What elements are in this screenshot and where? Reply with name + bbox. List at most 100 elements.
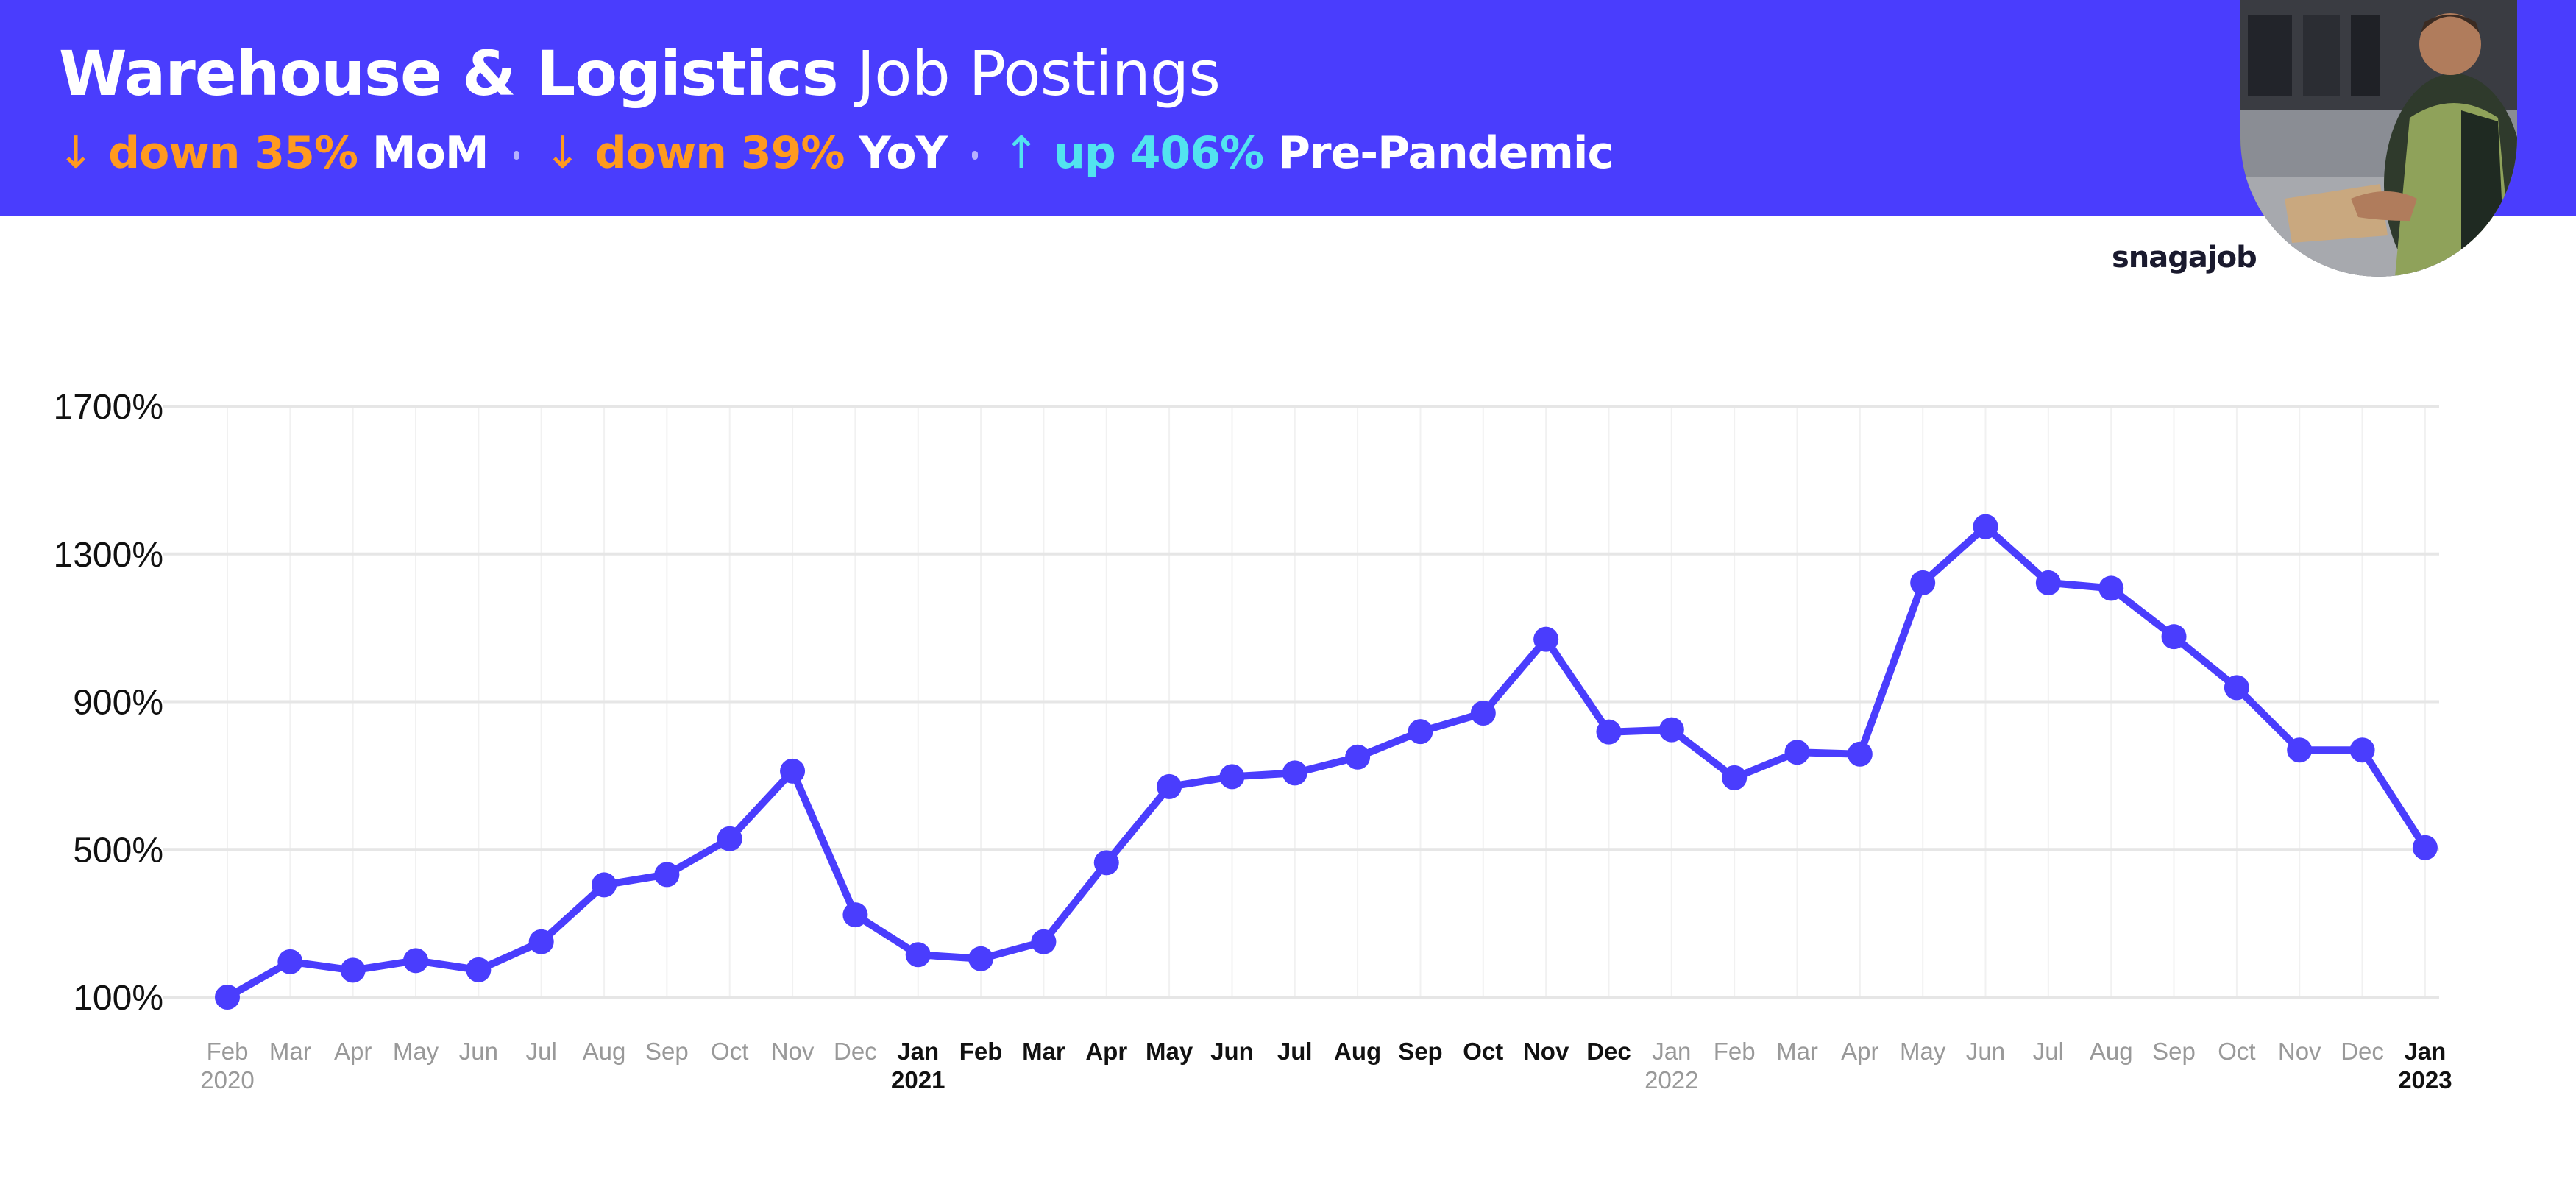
separator-dot xyxy=(513,151,519,160)
separator-dot xyxy=(972,151,979,160)
data-point xyxy=(1910,570,1936,595)
x-tick-label: Apr xyxy=(1841,1038,1878,1065)
x-tick-label: Nov xyxy=(2278,1038,2321,1065)
x-tick-label: Mar xyxy=(1022,1038,1065,1065)
header-banner: Warehouse & Logistics Job Postings ↓ dow… xyxy=(0,0,2576,216)
x-tick-label: Sep xyxy=(2152,1038,2196,1065)
worker-photo xyxy=(2240,0,2517,277)
data-point xyxy=(1973,514,1998,539)
data-point xyxy=(1784,740,1810,765)
data-point xyxy=(780,758,806,784)
x-year-label: 2023 xyxy=(2398,1066,2452,1094)
data-point xyxy=(215,985,240,1010)
data-point xyxy=(968,946,994,971)
data-point xyxy=(1093,850,1119,876)
x-tick-label: Dec xyxy=(2341,1038,2384,1065)
data-point xyxy=(2035,570,2061,595)
x-tick-label: Apr xyxy=(1085,1038,1127,1065)
stat-mom: ↓ down 35% xyxy=(57,127,358,179)
x-tick-label: Jun xyxy=(459,1038,498,1065)
data-point xyxy=(1282,760,1307,786)
x-tick-label: Aug xyxy=(2090,1038,2133,1065)
x-tick-label: Jan xyxy=(2404,1038,2446,1065)
x-tick-label: Aug xyxy=(1334,1038,1381,1065)
x-tick-label: Oct xyxy=(1463,1038,1503,1065)
up-arrow-icon: ↑ xyxy=(1003,127,1040,179)
title-bold: Warehouse & Logistics xyxy=(59,38,839,110)
data-point xyxy=(2287,737,2313,763)
x-tick-label: Mar xyxy=(1776,1038,1818,1065)
data-point xyxy=(1596,719,1622,745)
data-point xyxy=(1157,773,1182,799)
page-title: Warehouse & Logistics Job Postings xyxy=(59,37,1221,110)
data-point xyxy=(528,929,554,954)
y-tick-label: 1700% xyxy=(54,388,163,427)
x-tick-label: Nov xyxy=(1523,1038,1569,1065)
data-point xyxy=(905,942,931,968)
data-point xyxy=(403,948,429,974)
data-point xyxy=(2224,675,2249,701)
x-tick-label: Jul xyxy=(1277,1038,1313,1065)
data-point xyxy=(1847,741,1873,767)
stats-line: ↓ down 35% MoM ↓ down 39% YoY ↑ up 406% Pr… xyxy=(57,124,1614,183)
data-point xyxy=(842,902,868,928)
x-year-label: 2020 xyxy=(200,1066,254,1094)
data-point xyxy=(1408,719,1433,745)
data-point xyxy=(1722,765,1748,790)
data-point xyxy=(717,826,742,851)
x-tick-label: May xyxy=(1146,1038,1193,1065)
data-point xyxy=(1533,626,1559,652)
data-point xyxy=(2161,624,2187,650)
stat-mom-label: down 35% xyxy=(108,127,358,179)
stat-prepandemic: ↑ up 406% xyxy=(1003,127,1264,179)
x-year-label: 2021 xyxy=(891,1066,945,1094)
data-point xyxy=(592,872,617,898)
stat-yoy-suffix: YoY xyxy=(859,127,948,179)
x-tick-label: Jul xyxy=(526,1038,557,1065)
y-tick-label: 900% xyxy=(73,684,163,723)
x-tick-label: Feb xyxy=(207,1038,249,1065)
x-tick-label: Oct xyxy=(711,1038,748,1065)
x-tick-label: Sep xyxy=(645,1038,689,1065)
x-tick-label: Feb xyxy=(1714,1038,1756,1065)
x-tick-label: Oct xyxy=(2218,1038,2255,1065)
y-tick-label: 100% xyxy=(73,979,163,1018)
data-point xyxy=(1658,717,1684,743)
x-tick-label: Jan xyxy=(1652,1038,1691,1065)
data-point xyxy=(1345,744,1371,770)
down-arrow-icon: ↓ xyxy=(57,127,94,179)
data-point xyxy=(654,862,680,888)
x-tick-label: Dec xyxy=(1586,1038,1631,1065)
x-year-label: 2022 xyxy=(1644,1066,1698,1094)
y-tick-label: 1300% xyxy=(54,536,163,575)
x-tick-label: Jun xyxy=(1966,1038,2005,1065)
x-tick-label: Dec xyxy=(834,1038,877,1065)
stat-mom-suffix: MoM xyxy=(372,127,489,179)
data-point xyxy=(466,957,492,982)
data-point xyxy=(1470,701,1496,726)
down-arrow-icon: ↓ xyxy=(544,127,581,179)
x-tick-label: Jun xyxy=(1210,1038,1254,1065)
x-tick-label: Sep xyxy=(1398,1038,1443,1065)
data-point xyxy=(2098,575,2124,601)
data-point xyxy=(340,957,366,983)
data-point xyxy=(277,949,303,974)
stat-yoy: ↓ down 39% xyxy=(544,127,845,179)
title-rest: Job Postings xyxy=(837,38,1221,110)
x-tick-label: May xyxy=(1900,1038,1946,1065)
stat-prepandemic-suffix: Pre-Pandemic xyxy=(1278,127,1614,179)
x-tick-label: Apr xyxy=(334,1038,372,1065)
stat-yoy-label: down 39% xyxy=(595,127,845,179)
brand-logo: snagajob xyxy=(2112,241,2257,274)
x-tick-label: May xyxy=(393,1038,439,1065)
stat-prepandemic-label: up 406% xyxy=(1054,127,1264,179)
data-point xyxy=(1031,929,1057,954)
x-tick-label: Feb xyxy=(959,1038,1003,1065)
x-tick-label: Mar xyxy=(269,1038,311,1065)
x-tick-label: Nov xyxy=(771,1038,815,1065)
x-tick-label: Jan xyxy=(897,1038,939,1065)
data-point xyxy=(2349,737,2375,763)
data-point xyxy=(1219,764,1245,790)
data-point xyxy=(2412,835,2438,860)
